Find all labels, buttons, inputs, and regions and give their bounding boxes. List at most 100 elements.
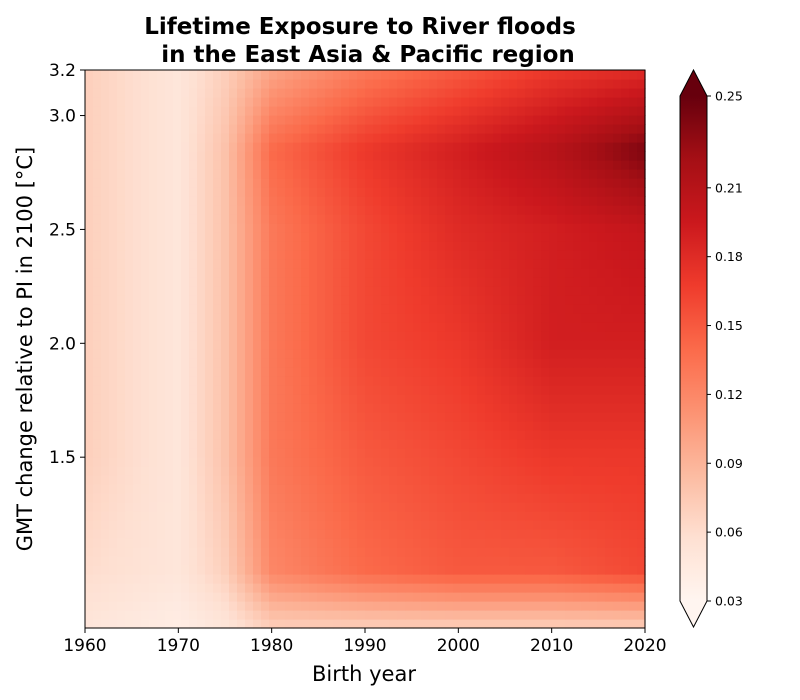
heatmap-cell	[341, 196, 350, 206]
heatmap-cell	[565, 241, 574, 251]
heatmap-cell	[637, 70, 646, 80]
heatmap-cell	[429, 403, 438, 413]
heatmap-cell	[253, 205, 262, 215]
heatmap-cell	[277, 601, 286, 611]
heatmap-cell	[341, 106, 350, 116]
heatmap-cell	[285, 466, 294, 476]
heatmap-cell	[125, 340, 134, 350]
heatmap-cell	[405, 313, 414, 323]
heatmap-cell	[237, 484, 246, 494]
heatmap-cell	[309, 475, 318, 485]
heatmap-cell	[277, 547, 286, 557]
heatmap-cell	[493, 349, 502, 359]
heatmap-cell	[453, 475, 462, 485]
heatmap-cell	[189, 502, 198, 512]
heatmap-cell	[93, 142, 102, 152]
heatmap-cell	[517, 115, 526, 125]
heatmap-cell	[173, 547, 182, 557]
heatmap-cell	[429, 124, 438, 134]
heatmap-cell	[109, 385, 118, 395]
heatmap-cell	[621, 79, 630, 89]
heatmap-cell	[229, 196, 238, 206]
heatmap-cell	[93, 295, 102, 305]
heatmap-cell	[621, 538, 630, 548]
heatmap-cell	[597, 268, 606, 278]
heatmap-cell	[269, 286, 278, 296]
heatmap-cell	[261, 151, 270, 161]
heatmap-cell	[133, 385, 142, 395]
heatmap-cell	[93, 178, 102, 188]
heatmap-cell	[629, 214, 638, 224]
heatmap-cell	[141, 538, 150, 548]
heatmap-cell	[533, 358, 542, 368]
heatmap-cell	[493, 286, 502, 296]
heatmap-cell	[429, 457, 438, 467]
heatmap-cell	[373, 547, 382, 557]
heatmap-cell	[253, 178, 262, 188]
heatmap-cell	[629, 484, 638, 494]
heatmap-cell	[373, 187, 382, 197]
heatmap-cell	[149, 430, 158, 440]
heatmap-cell	[557, 313, 566, 323]
heatmap-cell	[189, 592, 198, 602]
heatmap-cell	[149, 214, 158, 224]
heatmap-cell	[261, 124, 270, 134]
heatmap-cell	[565, 178, 574, 188]
heatmap-cell	[197, 592, 206, 602]
heatmap-cell	[421, 205, 430, 215]
heatmap-cell	[293, 169, 302, 179]
heatmap-cell	[525, 88, 534, 98]
heatmap-cell	[197, 466, 206, 476]
heatmap-cell	[381, 331, 390, 341]
heatmap-cell	[341, 259, 350, 269]
heatmap-cell	[301, 610, 310, 620]
heatmap-cell	[93, 511, 102, 521]
heatmap-cell	[325, 439, 334, 449]
heatmap-cell	[181, 439, 190, 449]
heatmap-cell	[637, 88, 646, 98]
heatmap-cell	[269, 358, 278, 368]
heatmap-cell	[357, 448, 366, 458]
heatmap-cell	[261, 457, 270, 467]
heatmap-cell	[565, 151, 574, 161]
heatmap-cell	[637, 196, 646, 206]
heatmap-cell	[245, 448, 254, 458]
heatmap-cell	[269, 151, 278, 161]
heatmap-cell	[477, 70, 486, 80]
heatmap-cell	[413, 151, 422, 161]
heatmap-cell	[229, 70, 238, 80]
heatmap-cell	[165, 502, 174, 512]
heatmap-cell	[389, 466, 398, 476]
heatmap-cell	[413, 205, 422, 215]
heatmap-cell	[285, 214, 294, 224]
heatmap-cell	[149, 223, 158, 233]
heatmap-cell	[349, 529, 358, 539]
heatmap-cell	[485, 412, 494, 422]
heatmap-cell	[605, 565, 614, 575]
heatmap-cell	[205, 484, 214, 494]
heatmap-cell	[509, 70, 518, 80]
heatmap-cell	[101, 160, 110, 170]
heatmap-cell	[285, 151, 294, 161]
heatmap-cell	[117, 502, 126, 512]
heatmap-cell	[477, 124, 486, 134]
heatmap-cell	[157, 511, 166, 521]
heatmap-cell	[549, 304, 558, 314]
heatmap-cell	[261, 412, 270, 422]
heatmap-cell	[189, 88, 198, 98]
heatmap-cell	[565, 538, 574, 548]
heatmap-cell	[397, 205, 406, 215]
heatmap-cell	[365, 340, 374, 350]
heatmap-cell	[277, 115, 286, 125]
heatmap-cell	[149, 349, 158, 359]
heatmap-cell	[437, 466, 446, 476]
heatmap-cell	[525, 106, 534, 116]
heatmap-cell	[237, 331, 246, 341]
heatmap-cell	[349, 439, 358, 449]
heatmap-cell	[565, 313, 574, 323]
heatmap-cell	[461, 520, 470, 530]
heatmap-cell	[205, 169, 214, 179]
heatmap-cell	[421, 502, 430, 512]
heatmap-cell	[229, 430, 238, 440]
heatmap-cell	[573, 304, 582, 314]
